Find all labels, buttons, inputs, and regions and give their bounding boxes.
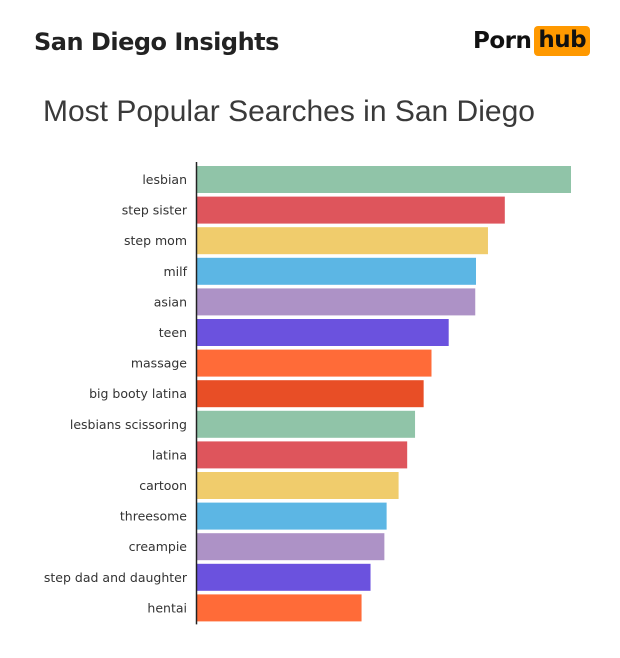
page-title: San Diego Insights	[34, 28, 279, 56]
category-label: lesbians scissoring	[70, 417, 187, 432]
category-label: latina	[152, 447, 187, 462]
category-label: step mom	[124, 233, 187, 248]
category-label: creampie	[129, 539, 188, 554]
bar-lesbians-scissoring	[197, 410, 416, 438]
bar-latina	[197, 441, 408, 469]
bar-big-booty-latina	[197, 380, 424, 408]
category-label: teen	[159, 325, 187, 340]
bar-massage	[197, 349, 432, 377]
category-label: massage	[131, 356, 187, 371]
category-label: lesbian	[142, 172, 187, 187]
bar-hentai	[197, 594, 362, 622]
chart-title: Most Popular Searches in San Diego	[43, 95, 535, 128]
category-label: cartoon	[139, 478, 187, 493]
bar-creampie	[197, 533, 385, 561]
bar-step-dad-and-daughter	[197, 563, 371, 591]
bar-lesbian	[197, 166, 571, 193]
category-label: hentai	[147, 600, 187, 615]
category-label: milf	[163, 264, 187, 279]
bar-cartoon	[197, 472, 399, 499]
bar-step-mom	[197, 227, 488, 255]
brand-logo: Porn hub	[473, 26, 591, 56]
bar-threesome	[197, 502, 387, 530]
category-label: step sister	[122, 203, 188, 218]
bar-teen	[197, 319, 449, 346]
category-label: big booty latina	[89, 386, 187, 401]
category-label: threesome	[120, 509, 187, 524]
bar-step-sister	[197, 196, 505, 224]
bar-asian	[197, 288, 476, 316]
category-label: asian	[154, 294, 187, 309]
category-label: step dad and daughter	[44, 570, 188, 585]
logo-text-right: hub	[534, 26, 591, 56]
logo-text-left: Porn	[473, 28, 532, 54]
bar-milf	[197, 257, 477, 285]
